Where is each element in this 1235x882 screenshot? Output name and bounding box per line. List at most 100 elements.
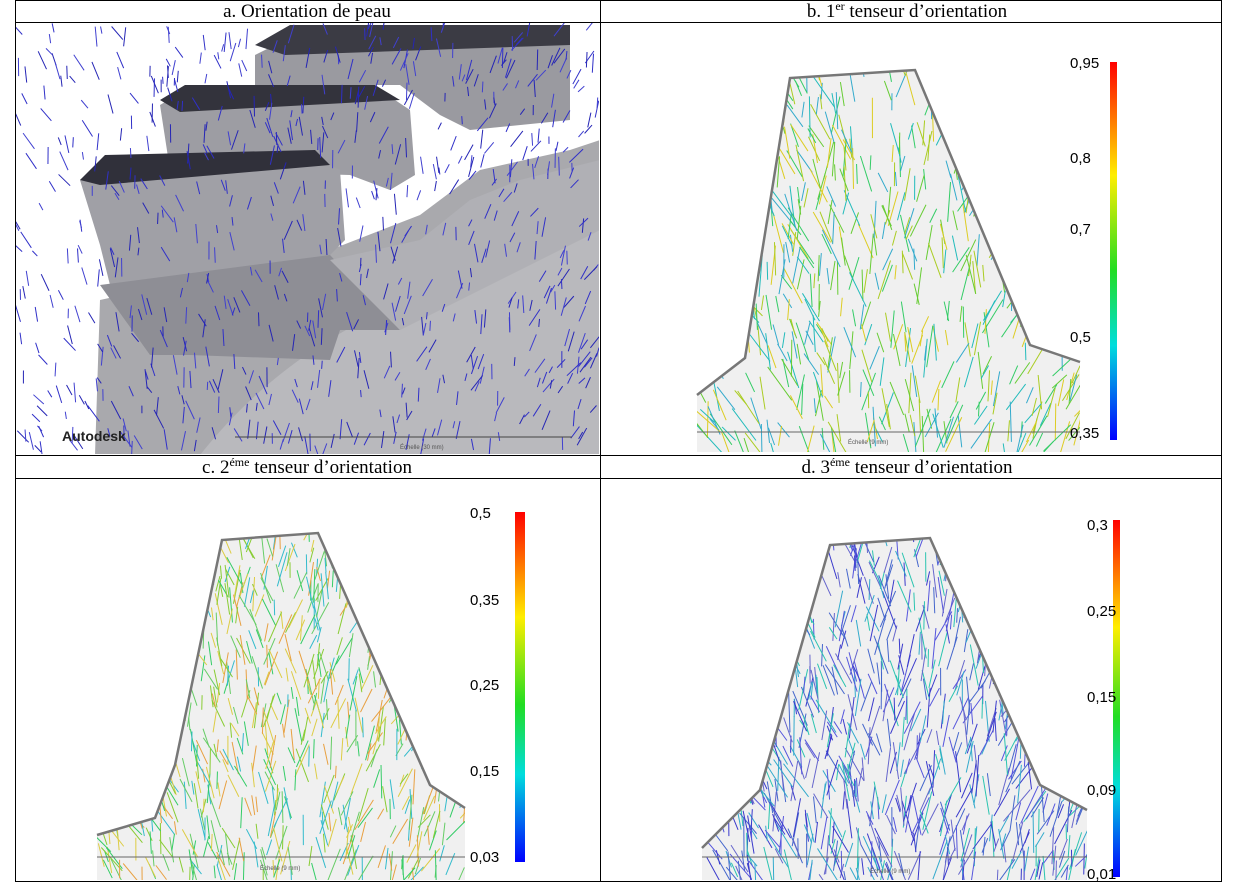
fiber [803,578,811,604]
fiber [950,819,956,851]
fiber [810,713,817,734]
fiber [811,73,835,108]
fiber [1025,420,1038,443]
fiber [897,678,912,707]
fiber [66,248,69,264]
fiber [985,70,989,94]
fiber [77,244,83,254]
fiber [782,611,791,641]
fiber [211,515,212,527]
fiber [186,504,196,519]
fiber [354,697,364,733]
fiber [573,79,580,89]
fiber [1036,161,1057,182]
fiber [558,156,560,176]
fiber [147,678,166,704]
fiber [184,587,187,609]
fiber [1057,140,1072,153]
fiber [847,694,858,731]
fiber [183,495,186,507]
fiber [171,489,178,520]
fiber [581,218,585,233]
fiber [783,763,809,798]
fiber [394,664,400,685]
fiber [80,99,89,109]
fiber [384,847,389,870]
fiber [900,155,906,172]
fiber [1012,270,1016,288]
fiber [772,857,775,880]
fiber [196,181,201,195]
fiber [203,124,206,143]
fiber [123,27,127,47]
fiber [1047,314,1066,334]
fiber [867,866,878,880]
fiber [810,695,820,713]
fiber [794,510,799,523]
fiber [39,441,43,454]
fiber [187,143,190,164]
fiber [837,362,840,403]
fiber [771,580,791,606]
fiber [771,570,779,609]
fiber [163,307,168,323]
fiber [409,592,416,607]
fiber [1078,558,1087,579]
fiber [281,270,289,284]
fiber [365,725,375,761]
fiber [1047,733,1061,757]
fiber [273,828,283,862]
fiber [116,746,132,763]
fiber [782,745,794,767]
fiber [337,807,343,826]
fiber [323,785,335,814]
fiber [830,838,836,854]
fiber [875,860,890,880]
fiber [240,797,243,829]
fiber [339,273,343,282]
fiber [855,619,862,647]
fiber [964,737,972,755]
fiber [140,726,144,750]
fiber [994,204,997,235]
colorbar-label: 0,25 [470,677,499,694]
fiber [956,538,960,551]
fiber [146,135,150,152]
fiber [901,552,915,588]
fiber [577,85,585,93]
fiber [1078,700,1087,716]
fiber [985,555,1003,577]
fiber [1028,288,1039,303]
fiber [383,283,389,300]
fiber [1073,71,1080,86]
fiber [875,733,883,753]
fiber [840,297,843,317]
fiber [414,684,427,709]
fiber [764,571,786,607]
fiber [877,597,886,621]
fiber [232,706,239,724]
fiber [780,274,793,290]
fiber [350,763,363,795]
fiber [1015,822,1020,846]
fiber [1073,538,1085,559]
fiber [504,58,512,78]
fiber [392,818,409,844]
fiber [895,797,901,813]
fiber [287,127,292,144]
fiber [934,408,939,438]
fiber [191,780,195,795]
fiber [958,538,962,559]
fiber [495,397,505,414]
fiber [159,694,162,714]
fiber [950,550,967,585]
fiber [1039,402,1052,426]
fiber [810,669,819,700]
fiber [1041,728,1053,746]
fiber [209,796,222,828]
fiber [202,34,206,51]
fiber [176,533,180,535]
fiber [368,35,377,50]
fiber [185,307,188,324]
fiber [1072,243,1077,282]
